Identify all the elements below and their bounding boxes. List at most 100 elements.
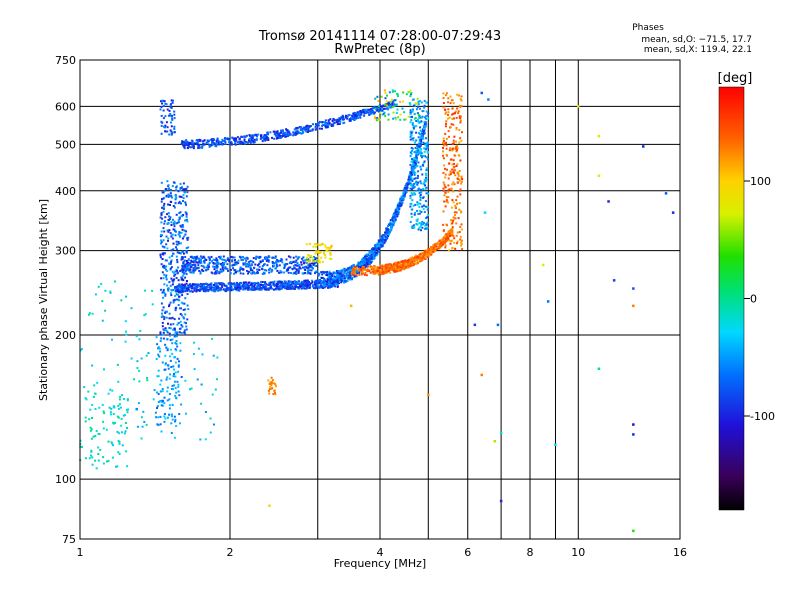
data-point [238,255,241,258]
data-point [168,215,170,218]
data-point [347,271,350,274]
data-point [480,91,483,95]
data-point [274,267,277,270]
data-point [206,266,209,269]
data-point [460,241,463,244]
data-point [394,218,397,221]
data-point [378,247,380,250]
data-point [409,205,412,208]
data-point [415,158,418,161]
data-point [164,188,167,191]
data-point [169,355,171,358]
data-point [287,266,290,269]
data-point [243,288,246,291]
data-point [177,290,180,293]
data-point [164,130,167,133]
data-point [413,151,416,154]
data-point [382,235,385,238]
data-point [305,125,308,128]
data-point [252,140,254,143]
data-point [166,386,169,389]
data-point [444,246,447,249]
data-point [157,393,160,395]
data-point [420,191,423,194]
data-point [417,257,420,260]
data-point [192,283,194,286]
data-point [301,257,304,260]
data-point [299,132,301,134]
data-point [340,279,343,282]
data-point [300,287,303,290]
data-point [197,347,200,350]
data-point [410,212,413,215]
data-point [445,198,448,201]
data-point [394,116,397,119]
data-point [263,263,266,266]
data-point [417,151,420,154]
data-point [292,264,295,267]
data-point [414,182,417,185]
data-point [182,200,184,202]
data-point [612,279,616,282]
data-point [164,329,167,331]
data-point [168,229,171,232]
data-point [171,255,174,257]
data-point [324,271,327,274]
data-point [425,176,427,179]
data-point [166,229,169,232]
data-point [225,284,228,287]
data-point [192,267,195,270]
data-point [372,251,375,254]
data-point [337,275,340,278]
data-point [174,361,177,364]
data-point [447,108,450,111]
data-point [181,224,184,226]
data-point [377,266,380,269]
data-point [207,268,210,271]
data-point [168,413,171,416]
data-point [409,187,412,190]
data-point [161,390,164,393]
data-point [263,134,266,136]
data-point [280,281,283,284]
data-point [203,285,206,288]
data-point [445,111,448,114]
data-point [221,143,224,146]
data-point [454,214,456,216]
data-point [411,199,414,202]
data-point [407,115,410,118]
data-point [393,104,396,107]
data-point [367,258,370,261]
data-point [349,118,352,120]
data-point [178,394,181,397]
data-point [216,137,219,140]
data-point [321,282,324,285]
data-point [161,99,164,102]
data-point [332,280,335,283]
data-point [164,102,167,105]
data-point [315,250,318,253]
data-point [174,418,177,421]
data-point [422,255,425,258]
data-point [177,390,180,393]
data-point [483,211,487,214]
data-point [183,272,186,275]
data-point [340,281,343,284]
data-point [250,260,253,263]
data-point [230,284,233,287]
data-point [444,125,447,128]
data-point [422,223,425,226]
data-point [199,272,202,275]
data-point [459,159,462,162]
data-point [237,286,240,289]
data-point [112,421,115,424]
data-point [173,384,176,387]
data-point [240,259,243,261]
data-point [306,280,309,283]
data-point [167,230,170,233]
data-point [352,268,355,271]
data-point [403,192,406,195]
data-point [386,103,389,106]
data-point [382,234,385,237]
data-point [196,257,199,260]
